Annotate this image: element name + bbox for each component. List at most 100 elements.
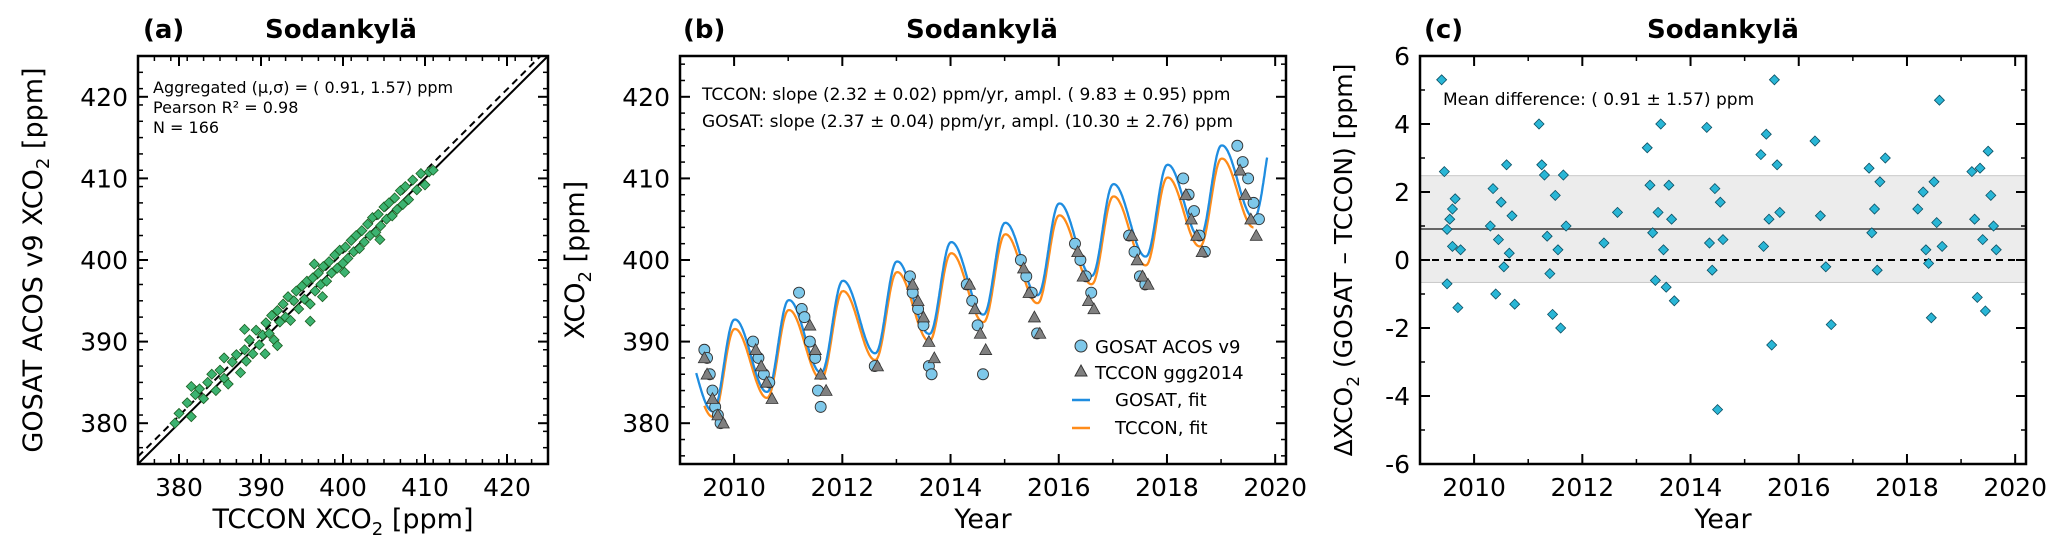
difference-point [1446,203,1459,215]
panel-c-xtick-label: 2020 [1983,473,2047,502]
difference-point [1714,196,1726,208]
difference-point [1541,230,1553,242]
difference-point [1809,135,1821,147]
panel-c-ytick-label: 6 [1394,42,1410,71]
difference-point [1871,264,1883,276]
scatter-point [403,194,415,206]
difference-point [1936,240,1948,252]
panel-a-ytick-label: 390 [80,328,128,357]
panel-c-label: (c) [1424,15,1463,45]
scatter-point [353,243,365,255]
scatter-point [247,348,259,360]
tccon-point [813,367,828,380]
tccon-point [819,383,833,396]
scatter-point [370,226,382,238]
scatter-point [356,225,368,237]
difference-point [1712,404,1724,416]
difference-point [1503,247,1515,259]
difference-point [1928,176,1940,188]
scatter-point [210,384,222,397]
scatter-point [259,348,271,360]
scatter-point [218,352,230,364]
panel-b-plot-area [695,139,1269,430]
scatter-point [307,272,319,284]
scatter-point [308,258,320,270]
difference-point [1495,196,1507,208]
tccon-point [916,310,931,323]
panel-b-legend: GOSAT ACOS v9 TCCON ggg2014 GOSAT, fit T… [1072,337,1244,439]
panel-a-plot-area [137,55,549,465]
difference-point [1444,213,1456,225]
scatter-point [339,241,352,253]
difference-point [1498,261,1510,273]
panel-b-xtick-label: 2014 [919,473,983,502]
difference-point [1668,295,1680,307]
scatter-point [312,267,324,279]
difference-point [1536,159,1548,171]
tccon-point [1071,245,1085,258]
scatter-point [383,197,395,209]
panel-b-ytick-label: 380 [622,409,670,438]
scatter-point [374,234,386,246]
difference-point [1549,189,1561,201]
scatter-point [206,368,218,380]
gosat-point [798,311,811,324]
difference-point [1644,179,1656,191]
gosat-point [814,400,827,413]
tccon-point [1081,293,1096,307]
difference-point [1912,203,1924,215]
panel-c-xtick-label: 2014 [1659,473,1723,502]
scatter-point [399,180,411,193]
gosat-point [1177,172,1190,185]
scatter-point [193,383,206,395]
scatter-point [350,229,362,242]
difference-point [1760,128,1772,140]
difference-point [1455,244,1467,256]
difference-point [1709,183,1721,195]
difference-point [1866,227,1878,239]
difference-point [1879,152,1891,164]
difference-point [1874,176,1886,188]
panel-c-ytick-label: -2 [1385,314,1410,343]
scatter-point [240,355,252,367]
panel-b-ylabel: XCO2 [ppm] [560,181,596,339]
gosat-point [1242,172,1255,185]
scatter-point [397,198,409,211]
panel-a-xtick-label: 390 [237,473,285,502]
panel-b-ytick-label: 400 [622,246,670,275]
difference-point [1492,234,1505,246]
scatter-point [427,164,439,176]
panel-a-ylabel: GOSAT ACOS v9 XCO2 [ppm] [18,67,54,452]
tccon-point [765,391,779,404]
scatter-point [386,210,398,222]
tccon-point [1016,261,1031,274]
difference-point [1768,74,1780,86]
panel-c-plot-area [1419,74,2027,416]
difference-point [1641,142,1653,154]
panel-b-ytick-label: 420 [622,83,670,112]
scatter-point [169,417,181,429]
panel-a-annotation-pearson: Pearson R² = 0.98 [153,98,298,117]
difference-point [1863,162,1875,174]
difference-point [1538,169,1551,181]
tccon-point [1238,187,1253,200]
difference-point [1814,210,1826,222]
difference-point [1611,206,1624,218]
tccon-point [1141,277,1155,290]
tccon-point [697,351,712,364]
panel-a-ytick-label: 380 [80,409,128,438]
scatter-point [253,339,265,351]
difference-point [1657,244,1670,256]
scatter-point [284,314,297,326]
scatter-point [198,393,210,405]
tccon-point [927,351,941,364]
scatter-point [298,293,311,305]
scatter-point [317,260,329,273]
scatter-point [288,295,300,307]
tccon-point [1249,228,1263,241]
difference-point [1920,244,1932,256]
difference-point [1655,118,1667,130]
difference-point [1763,213,1775,225]
difference-point [1979,305,1991,317]
